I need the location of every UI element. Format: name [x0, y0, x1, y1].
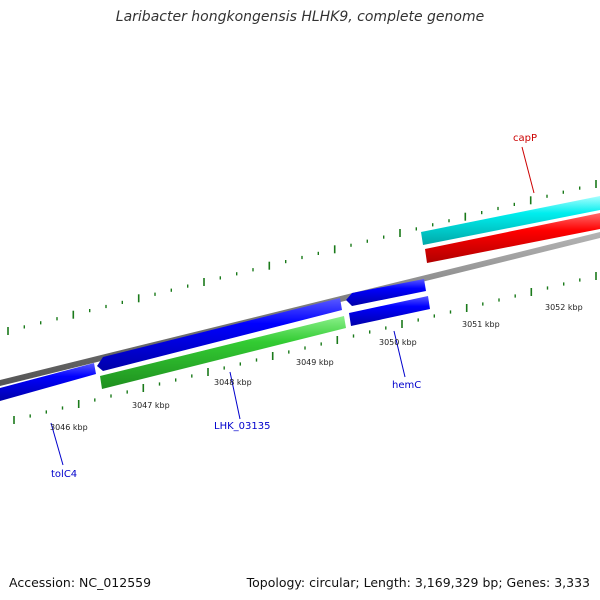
tick-label: 3052 kbp — [545, 303, 583, 312]
cds-feature-reverse-2[interactable] — [346, 279, 426, 306]
upper-tick-row — [7, 180, 597, 335]
leader-tolc4 — [50, 422, 64, 466]
cds-feature-tolc4[interactable] — [0, 363, 96, 401]
gene-label-lhk03135[interactable]: LHK_03135 — [214, 421, 270, 432]
tick-label: 3048 kbp — [214, 378, 252, 387]
tick-label: 3050 kbp — [379, 338, 417, 347]
leader-lhk03135 — [229, 371, 241, 420]
cds-feature-forward[interactable] — [425, 213, 600, 263]
kbp-labels: 3046 kbp 3047 kbp 3048 kbp 3049 kbp 3050… — [50, 303, 583, 432]
gene-label-tolc4[interactable]: tolC4 — [51, 469, 77, 480]
tick-label: 3047 kbp — [132, 401, 170, 410]
gene-label-leaders — [50, 146, 535, 466]
tick-label: 3051 kbp — [462, 320, 500, 329]
map-title: Laribacter hongkongensis HLHK9, complete… — [115, 9, 485, 25]
gene-label-hemc[interactable]: hemC — [392, 380, 421, 391]
cds-feature-reverse-1[interactable] — [97, 298, 342, 371]
cds-feature-hemc[interactable] — [349, 296, 430, 326]
gene-label-capp[interactable]: capP — [513, 133, 537, 144]
accession-label: Accession: NC_012559 — [9, 575, 152, 590]
tick-label: 3046 kbp — [50, 423, 88, 432]
leader-capp — [521, 146, 535, 194]
tick-label: 3049 kbp — [296, 358, 334, 367]
gene-labels: tolC4 LHK_03135 hemC capP — [51, 133, 537, 480]
feature-track — [0, 196, 600, 401]
other-feature-capp[interactable] — [421, 196, 600, 245]
genome-summary: Topology: circular; Length: 3,169,329 bp… — [246, 575, 590, 590]
rna-feature-lhk03135[interactable] — [100, 316, 346, 389]
lower-tick-row — [13, 272, 597, 424]
leader-hemc — [393, 330, 406, 378]
